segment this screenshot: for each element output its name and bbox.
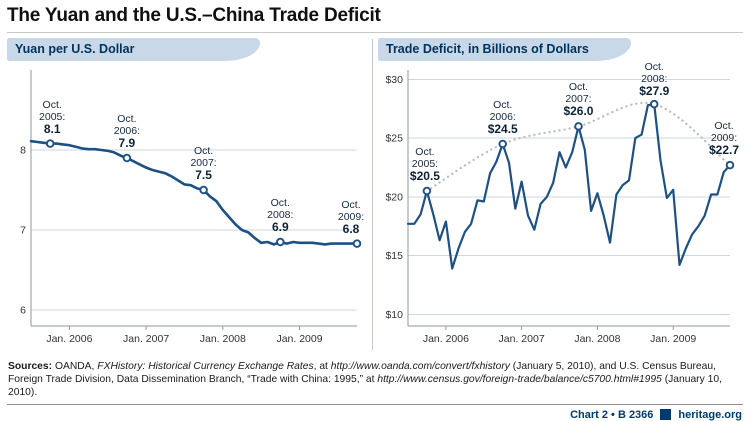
panel-yuan: Yuan per U.S. Dollar 6 7 8 Jan. 2006 Jan. 20… [7,38,367,356]
annotation-date-line: 2007: [190,157,217,169]
annotation-date-line: Oct. [341,198,361,211]
data-point-marker [122,153,132,163]
data-point-marker [649,99,659,109]
annotation-value: $24.5 [487,121,518,136]
annotation-value: $26.0 [563,104,594,119]
y-tick-label: $10 [385,309,403,321]
sources-text-run: , at [313,361,331,372]
annotation-value: $27.9 [639,84,670,99]
annotation-value: 8.1 [43,121,61,136]
x-tick-label: Jan. 2006 [423,333,469,345]
x-tick-label: Jan. 2009 [650,333,696,345]
charts-row: Yuan per U.S. Dollar 6 7 8 Jan. 2006 Jan. 20… [7,38,743,356]
data-point-marker [276,237,285,247]
data-point-marker [45,139,55,148]
chart-annotation: Oct. 2008: 6.9 [267,197,293,234]
page-title: The Yuan and the U.S.–China Trade Defici… [7,5,381,26]
chart-annotation: Oct. 2005: 8.1 [39,99,65,136]
trade-deficit-chart-area: $10 $15 $20 $25 $30 Jan. 2006 Jan. 2007 Jan. 20… [378,61,742,356]
annotation-date-line: 2009: [337,210,365,223]
annotation-date-line: Oct. [493,98,513,111]
annotation-value: 7.9 [118,136,136,150]
x-tick-label: Jan. 2008 [574,333,620,345]
annotation-date-line: 2008: [641,73,668,86]
annotation-date-line: Oct. [193,145,214,157]
footer-divider [7,403,743,405]
annotation-date-line: Oct. [270,197,290,209]
heritage-logo-icon [660,409,672,421]
yuan-chart: 6 7 8 Jan. 2006 Jan. 2007 Jan. 2008 Jan. 2009 [20,70,362,345]
panel-header-yuan: Yuan per U.S. Dollar [7,38,260,61]
chart-annotation: Oct. 2009: $22.7 [709,120,739,157]
y-tick-label: 8 [20,145,26,157]
panel-trade-deficit: Trade Deficit, in Billions of Dollars $1… [378,38,742,356]
annotation-value: $22.7 [708,143,740,158]
chart-annotation: Oct. 2009: 6.8 [338,199,364,236]
y-tick-label: $30 [385,74,403,86]
annotation-date-line: Oct. [568,81,589,94]
sources-publication-title: FXHistory: Historical Currency Exchange … [97,361,314,372]
heritage-org-link[interactable]: heritage.org [678,408,742,421]
sources-note: Sources: OANDA, FXHistory: Historical Cu… [8,360,742,400]
sources-text-run: (January 10, 2010). [8,374,722,399]
chart-annotation: Oct. 2005: $20.5 [410,146,440,183]
y-tick-label: $15 [385,250,403,262]
sources-url-oanda: http://www.oanda.com/convert/fxhistory [330,361,510,372]
annotation-value: 6.9 [271,220,289,234]
annotation-value: $20.5 [409,168,440,183]
x-tick-label: Jan. 2007 [123,333,169,345]
trade-deficit-line [406,103,732,270]
y-tick-label: 6 [20,305,26,317]
annotation-date-line: Oct. [117,113,137,125]
panel-header-trade-deficit: Trade Deficit, in Billions of Dollars [378,38,631,61]
chart-annotation: Oct. 2006: $24.5 [488,99,518,136]
data-point-marker [422,186,432,196]
annotation-date-line: 2005: [411,157,439,170]
chart-annotation: Oct. 2007: 7.5 [190,145,216,182]
yuan-chart-area: 6 7 8 Jan. 2006 Jan. 2007 Jan. 2008 Jan. 2009 … [7,64,367,356]
chart-annotation: Oct. 2007: $26.0 [563,81,593,118]
y-tick-label: $25 [385,133,403,145]
chart-number-label: Chart 2 • B 2366 [570,408,654,421]
annotation-date-line: 2009: [710,132,738,145]
yuan-per-usd-line [29,139,359,246]
x-tick-label: Jan. 2009 [276,333,322,345]
annotation-date-line: 2005: [39,110,66,123]
annotation-value: 7.5 [195,168,212,182]
x-tick-label: Jan. 2008 [200,333,246,345]
data-point-marker [574,122,583,131]
annotation-value: 6.8 [342,221,360,236]
x-tick-label: Jan. 2006 [46,333,92,345]
data-point-marker [725,160,735,170]
sources-text-run: OANDA, [54,361,98,372]
x-tick-label: Jan. 2007 [499,333,545,345]
sources-text-run: (January 5, 2010), and U.S. Census Burea… [8,361,716,386]
chart-annotation: Oct. 2008: $27.9 [639,61,669,98]
data-point-marker [498,139,507,149]
y-tick-label: 7 [20,225,26,237]
data-point-marker [199,185,208,195]
sources-label: Sources: [8,361,55,372]
panel-divider [372,39,373,350]
annotation-date-line: Oct. [415,145,435,158]
annotation-date-line: 2006: [489,110,516,123]
footer: Chart 2 • B 2366 heritage.org [7,405,743,421]
annotation-date-line: Oct. [42,98,62,111]
y-tick-label: $20 [385,191,403,203]
sources-url-census: http://www.census.gov/foreign-trade/bala… [377,374,662,386]
trade-deficit-chart: $10 $15 $20 $25 $30 Jan. 2006 Jan. 2007 Jan. 20… [385,70,735,345]
data-point-marker [352,239,362,248]
annotation-date-line: Oct. [714,120,734,133]
title-divider [7,32,743,33]
annotation-date-line: 2006: [113,125,141,137]
annotation-date-line: 2008: [267,209,294,221]
annotation-date-line: 2007: [565,93,592,106]
annotation-date-line: Oct. [644,61,664,74]
chart-annotation: Oct. 2006: 7.9 [114,113,140,150]
